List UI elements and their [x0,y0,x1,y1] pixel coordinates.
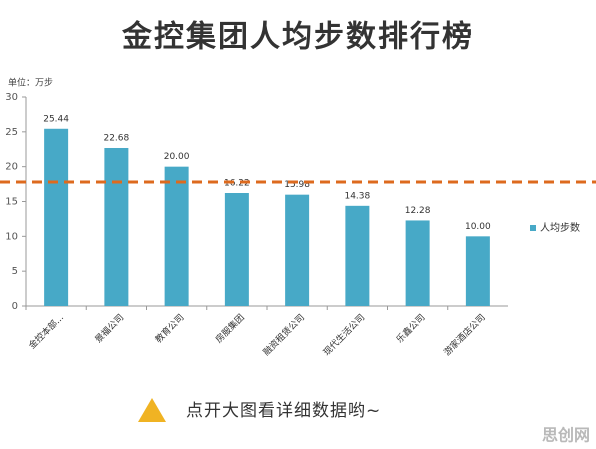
value-label: 10.00 [465,222,491,232]
value-label: 16.22 [224,179,250,189]
unit-label: 单位：万步 [8,77,53,89]
value-label: 15.98 [284,180,310,190]
x-tick-label: 乐鑫公司 [394,311,428,345]
legend-swatch [530,225,536,231]
x-tick-label: 融资租赁公司 [260,311,307,358]
watermark: 思创网 [542,426,590,445]
bar [224,193,249,306]
footer-text: 点开大图看详细数据哟~ [186,401,381,421]
value-label: 25.44 [43,114,69,124]
x-tick-label: 景福公司 [92,311,126,345]
x-tick-label: 金控本部... [26,311,66,351]
x-tick-label: 房服集团 [213,311,247,345]
x-tick-label: 现代生活公司 [321,311,368,358]
bar [104,147,129,306]
bar [345,205,370,306]
bar [285,194,310,306]
bar [164,166,189,306]
y-tick-label: 30 [5,92,18,103]
y-tick-label: 10 [5,231,18,242]
value-label: 22.68 [103,133,129,143]
y-tick-label: 25 [5,127,18,138]
triangle-icon [138,398,166,422]
bar [44,128,69,306]
legend-label: 人均步数 [540,221,580,234]
y-tick-label: 0 [12,301,18,312]
y-tick-label: 15 [5,197,18,208]
value-label: 12.28 [405,206,431,216]
y-tick-label: 5 [12,266,18,277]
y-tick-label: 20 [5,162,18,173]
value-label: 14.38 [344,191,370,201]
value-label: 20.00 [164,152,190,162]
bar [405,220,430,306]
x-tick-label: 游家酒店公司 [441,311,488,358]
x-tick-label: 教育公司 [153,311,187,345]
bar [465,236,490,306]
chart-title: 金控集团人均步数排行榜 [121,20,474,55]
